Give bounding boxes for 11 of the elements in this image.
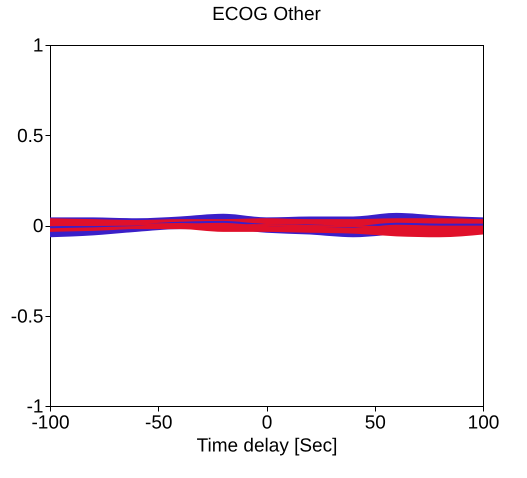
x-tick-label: -50 [145,412,172,434]
x-tick-label: 0 [262,412,272,434]
x-axis-title: Time delay [Sec] [196,436,338,456]
x-tick-label: 100 [468,412,500,434]
x-tick-label: 50 [364,412,386,434]
y-tick-label: 0.5 [17,126,44,147]
y-tick-label: 0 [32,216,44,237]
chart-title: ECOG Other [212,4,322,25]
y-tick-label: -0.5 [10,306,44,328]
y-tick-label: 1 [32,36,44,56]
x-tick-label: -100 [31,412,70,434]
